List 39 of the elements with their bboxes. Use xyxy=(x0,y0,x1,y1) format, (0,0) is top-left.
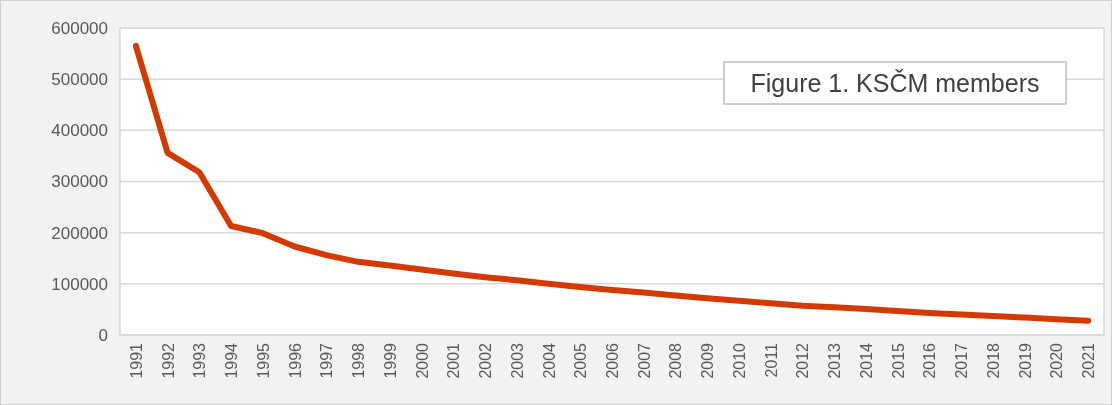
x-tick-label: 2005 xyxy=(572,342,590,379)
x-tick-label: 1999 xyxy=(381,342,399,379)
x-tick-label: 1993 xyxy=(191,342,209,379)
x-tick-label: 2019 xyxy=(1016,342,1034,379)
x-tick-label: 2018 xyxy=(984,342,1002,379)
x-tick-label: 2016 xyxy=(921,342,939,379)
annotation: Figure 1. KSČM members xyxy=(750,68,1040,97)
x-tick-label: 2011 xyxy=(762,342,780,378)
x-tick-label: 2017 xyxy=(953,342,971,379)
y-tick-label: 500000 xyxy=(51,70,108,90)
x-tick-label: 2008 xyxy=(667,342,685,379)
y-tick-label: 200000 xyxy=(51,223,108,243)
x-tick-label: 2010 xyxy=(730,342,748,379)
x-tick-label: 2012 xyxy=(794,342,812,379)
x-tick-label: 2007 xyxy=(635,342,653,379)
y-tick-label: 400000 xyxy=(51,121,108,141)
x-tick-label: 1998 xyxy=(350,342,368,379)
x-tick-label: 2013 xyxy=(826,342,844,379)
x-tick-label: 1994 xyxy=(223,342,241,379)
x-tick-label: 1992 xyxy=(159,342,177,379)
x-tick-label: 2021 xyxy=(1080,342,1098,379)
x-tick-label: 2003 xyxy=(508,342,526,379)
x-tick-label: 2004 xyxy=(540,342,558,379)
x-tick-label: 2006 xyxy=(604,342,621,379)
x-tick-label: 2001 xyxy=(445,342,463,379)
x-tick-label: 2000 xyxy=(413,342,431,379)
x-tick-label: 1997 xyxy=(318,342,336,379)
y-tick-label: 0 xyxy=(98,325,108,345)
y-tick-label: 100000 xyxy=(51,274,108,294)
x-tick-label: 1991 xyxy=(127,342,145,379)
x-tick-label: 1996 xyxy=(286,342,304,379)
x-tick-label: 1995 xyxy=(254,342,272,379)
x-tick-label: 2015 xyxy=(889,342,907,379)
x-tick-label: 2020 xyxy=(1048,342,1066,379)
y-tick-label: 300000 xyxy=(51,172,108,192)
x-tick-label: 2009 xyxy=(699,342,717,379)
x-tick-label: 2014 xyxy=(857,342,875,379)
y-tick-label: 600000 xyxy=(51,18,108,38)
x-tick-label: 2002 xyxy=(477,342,495,379)
